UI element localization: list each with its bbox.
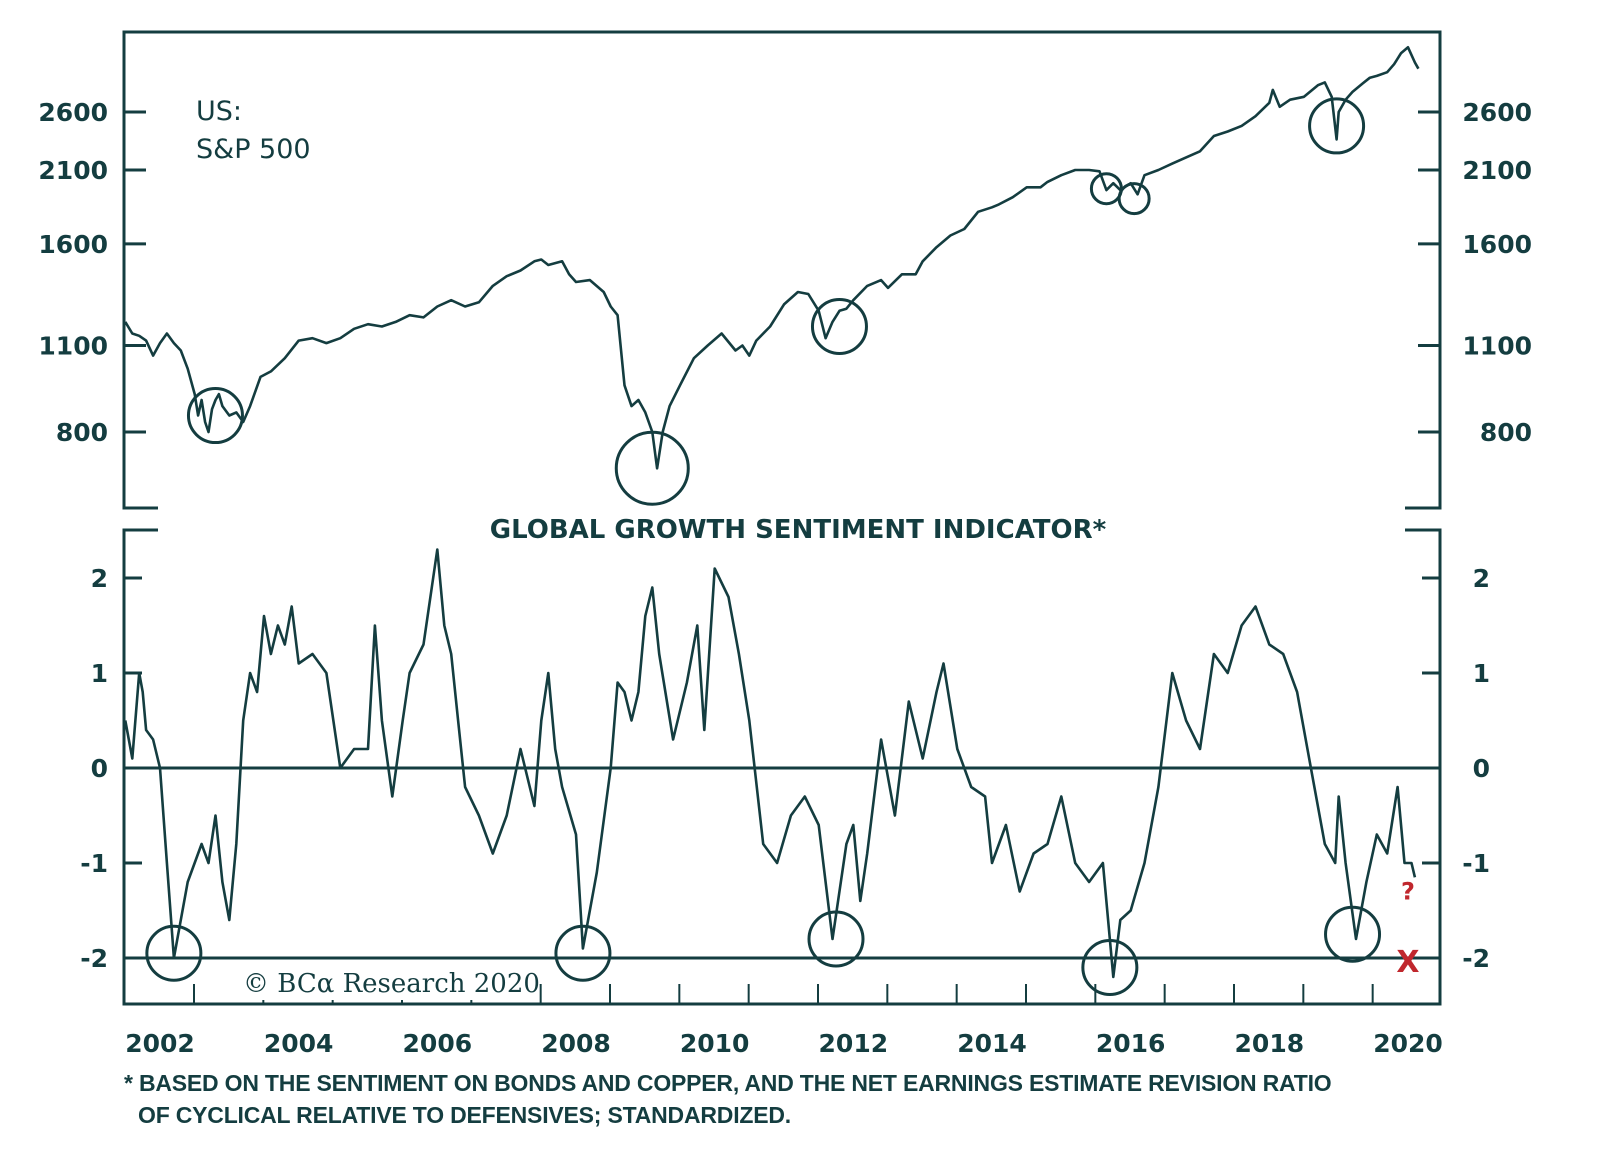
x-tick-label: 2020	[1373, 1029, 1443, 1058]
y-tick-label-right: -2	[1462, 944, 1490, 973]
y-tick-label-right: 800	[1480, 418, 1532, 447]
y-tick-label-left: 2600	[38, 98, 108, 127]
highlight-circle	[145, 924, 203, 982]
bottom-panel: GLOBAL GROWTH SENTIMENT INDICATOR* -2 -2-…	[80, 515, 1490, 1058]
copyright-watermark: © BCα Research 2020	[243, 969, 540, 999]
x-tick-label: 2002	[125, 1029, 195, 1058]
x-tick-label: 2018	[1235, 1029, 1305, 1058]
highlight-circle	[1117, 182, 1151, 216]
y-tick-label-left: 1600	[38, 230, 108, 259]
x-tick-label: 2006	[403, 1029, 473, 1058]
y-tick-label-right: -1	[1462, 849, 1490, 878]
highlight-circle	[1324, 905, 1382, 963]
highlight-circle	[1081, 939, 1139, 996]
highlight-circle	[554, 924, 612, 982]
reference-lines	[124, 766, 1440, 960]
y-tick-label-left: 2100	[38, 156, 108, 185]
highlight-circle	[186, 387, 244, 445]
highlight-circle	[614, 430, 690, 506]
x-axis: 2002 2004 2006 2008 2010 2012 2014 2016 2018 2020	[125, 984, 1443, 1058]
x-tick-label: 2010	[680, 1029, 750, 1058]
y-tick-label-right: 1100	[1462, 332, 1532, 361]
y-tick-label-right: 2	[1473, 564, 1490, 593]
bottom-panel-frame	[122, 528, 1442, 1006]
bottom-annotations: ?X	[145, 878, 1420, 996]
x-tick-label: 2008	[541, 1029, 611, 1058]
series-title-line1: US:	[196, 96, 242, 127]
y-tick-label-left: 0	[91, 754, 108, 783]
y-tick-label-left: 800	[56, 418, 108, 447]
top-y-axis: 800 800 1100 1100 1600 1600 2100 2100 2600 2600	[38, 98, 1532, 447]
x-tick-label: 2014	[957, 1029, 1027, 1058]
question-mark-annotation: ?	[1401, 878, 1415, 906]
x-mark-annotation: X	[1396, 945, 1419, 980]
y-tick-label-left: -2	[80, 944, 108, 973]
series-title-line2: S&P 500	[196, 134, 311, 165]
indicator-title: GLOBAL GROWTH SENTIMENT INDICATOR*	[490, 515, 1107, 545]
y-tick-label-right: 2600	[1462, 98, 1532, 127]
footnote-line-1: * BASED ON THE SENTIMENT ON BONDS AND CO…	[124, 1070, 1332, 1096]
sp500-line	[124, 46, 1420, 470]
y-tick-label-left: -1	[80, 849, 108, 878]
bottom-y-axis: -2 -2 -1 -1 0 0 1 1 2 2	[80, 564, 1490, 973]
y-tick-label-left: 2	[91, 564, 108, 593]
top-annotations	[186, 97, 1366, 506]
watermark-bg	[236, 966, 538, 1000]
x-tick-label: 2016	[1096, 1029, 1166, 1058]
top-panel-frame	[122, 30, 1442, 510]
y-tick-label-left: 1100	[38, 332, 108, 361]
y-tick-label-right: 1	[1473, 659, 1490, 688]
x-tick-label: 2012	[819, 1029, 889, 1058]
sentiment-indicator-line	[124, 548, 1417, 979]
highlight-circle	[810, 297, 868, 355]
y-tick-label-right: 2100	[1462, 156, 1532, 185]
footnote-line-2: OF CYCLICAL RELATIVE TO DEFENSIVES; STAN…	[138, 1102, 791, 1128]
top-panel: 800 800 1100 1100 1600 1600 2100 2100 2600 2600 U…	[38, 30, 1532, 510]
highlight-circle	[807, 910, 865, 968]
y-tick-label-right: 1600	[1462, 230, 1532, 259]
highlight-circle	[1308, 97, 1366, 155]
x-tick-label: 2004	[264, 1029, 334, 1058]
y-tick-label-left: 1	[91, 659, 108, 688]
y-tick-label-right: 0	[1473, 754, 1490, 783]
